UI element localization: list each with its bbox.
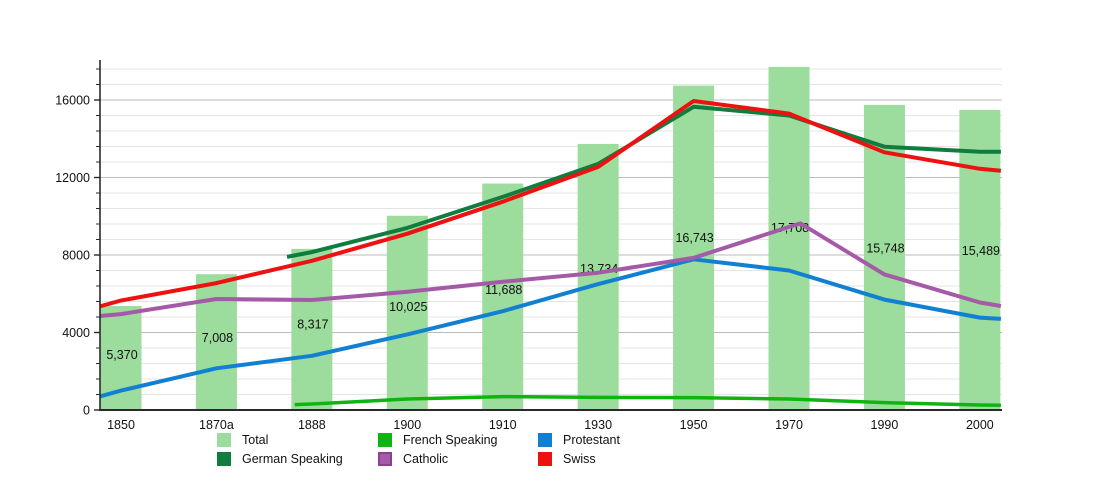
legend-item-swiss: Swiss xyxy=(538,450,620,467)
legend-label-german-speaking: German Speaking xyxy=(242,451,343,466)
chart-legend: Total German Speaking French Speaking Ca… xyxy=(217,431,620,467)
legend-item-german-speaking: German Speaking xyxy=(217,450,378,467)
line-series-protestant xyxy=(99,257,1002,399)
x-axis-tick-label: 1990 xyxy=(871,418,899,432)
bar-value-label: 15,748 xyxy=(866,241,904,255)
total-bar xyxy=(291,248,333,410)
legend-label-protestant: Protestant xyxy=(563,432,620,447)
y-axis-tick-label: 8000 xyxy=(62,249,90,263)
legend-swatch-swiss xyxy=(538,451,552,466)
bar-value-label: 8,317 xyxy=(297,318,328,332)
legend-label-total: Total xyxy=(242,432,269,447)
bar-value-label: 11,688 xyxy=(485,283,522,297)
legend-item-catholic: Catholic xyxy=(378,450,538,467)
x-axis-tick-label: 1850 xyxy=(107,418,135,432)
legend-label-catholic: Catholic xyxy=(403,451,449,466)
total-bar xyxy=(577,143,619,410)
legend-swatch-german-speaking xyxy=(217,451,231,466)
total-bar xyxy=(195,274,237,410)
x-axis-tick-label: 1950 xyxy=(680,418,708,432)
bar-value-label: 7,008 xyxy=(202,331,233,345)
legend-item-protestant: Protestant xyxy=(538,431,620,448)
bar-value-label: 16,743 xyxy=(675,231,713,245)
legend-label-french-speaking: French Speaking xyxy=(403,432,498,447)
x-axis-tick-label: 2000 xyxy=(966,418,994,432)
bar-value-label: 15,489 xyxy=(962,244,1000,258)
y-axis-tick-label: 0 xyxy=(83,404,90,418)
total-bar xyxy=(959,109,1001,410)
line-series-swiss xyxy=(99,99,1002,309)
x-axis-tick-label: 1870a xyxy=(199,418,234,432)
bar-value-label: 10,025 xyxy=(389,300,427,314)
line-series-french xyxy=(294,394,1001,407)
x-axis-tick-label: 1900 xyxy=(393,418,421,432)
total-bar xyxy=(482,183,524,410)
x-axis-tick-label: 1910 xyxy=(489,418,517,432)
legend-swatch-total xyxy=(217,432,231,447)
total-bar xyxy=(768,66,810,410)
x-axis-tick-label: 1888 xyxy=(298,418,326,432)
legend-swatch-catholic xyxy=(378,451,392,466)
y-axis-tick-label: 4000 xyxy=(62,326,90,340)
y-axis-tick-label: 12000 xyxy=(55,171,90,185)
x-axis-tick-label: 1930 xyxy=(584,418,612,432)
line-series-catholic xyxy=(99,221,1002,318)
total-bar xyxy=(673,85,715,410)
legend-item-french-speaking: French Speaking xyxy=(378,431,538,448)
x-axis-tick-label: 1970 xyxy=(775,418,803,432)
legend-label-swiss: Swiss xyxy=(563,451,596,466)
y-axis-tick-label: 16000 xyxy=(55,94,90,108)
bar-value-label: 5,370 xyxy=(106,348,137,362)
total-bar xyxy=(386,215,428,410)
legend-swatch-protestant xyxy=(538,432,552,447)
legend-swatch-french-speaking xyxy=(378,432,392,447)
legend-item-total: Total xyxy=(217,431,378,448)
